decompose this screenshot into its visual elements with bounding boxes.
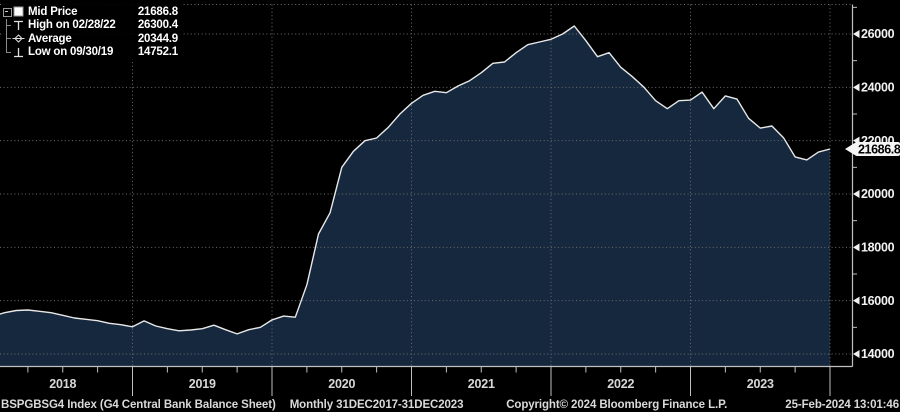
- chart-footer: BSPGBSG4 Index (G4 Central Bank Balance …: [0, 397, 900, 412]
- last-price-label: 21686.8: [858, 142, 900, 156]
- average-marker-icon: [12, 34, 25, 43]
- y-tick-arrow-icon: [853, 83, 860, 92]
- legend-value: 21686.8: [137, 5, 178, 18]
- footer-datetime: 25-Feb-2024 13:01:46: [785, 398, 899, 411]
- footer-copyright: Copyright© 2024 Bloomberg Finance L.P.: [506, 398, 728, 411]
- y-tick-arrow-icon: [853, 296, 860, 305]
- x-axis-year-label: 2019: [189, 377, 216, 391]
- legend-label: High on 02/28/22: [28, 19, 116, 32]
- y-tick-arrow-icon: [853, 30, 860, 38]
- y-tick-arrow-icon: [853, 350, 860, 358]
- legend-collapse-icon[interactable]: [3, 8, 12, 17]
- y-axis-label: 24000: [861, 81, 895, 95]
- mid-price-square-icon: [13, 6, 24, 17]
- footer-period: Monthly 31DEC2017-31DEC2023: [289, 398, 464, 411]
- x-axis: 2018 2019 2020 2021 2022 2023: [27, 366, 831, 396]
- x-axis-year-label: 2020: [328, 377, 355, 391]
- area-fill: [0, 26, 830, 367]
- legend-tree-branch: [2, 32, 12, 46]
- legend-label: Low on 09/30/19: [28, 46, 114, 59]
- y-tick-arrow-icon: [853, 243, 860, 252]
- legend-tree-branch-end: [2, 45, 12, 60]
- legend-tree-branch: [2, 18, 12, 33]
- legend-row-low[interactable]: Low on 09/30/19 14752.1: [2, 45, 178, 60]
- y-axis-label: 14000: [861, 347, 895, 361]
- legend-value: 26300.4: [137, 19, 178, 32]
- axes: [0, 4, 854, 368]
- legend: Mid Price 21686.8 High on 02/28/22 26300…: [1, 3, 182, 62]
- legend-label: Average: [28, 32, 72, 45]
- y-axis-label: 16000: [861, 294, 895, 308]
- gridlines: [0, 4, 853, 367]
- legend-row-average[interactable]: Average 20344.9: [2, 32, 178, 46]
- footer-instrument: BSPGBSG4 Index (G4 Central Bank Balance …: [1, 398, 276, 411]
- legend-value: 20344.9: [137, 32, 178, 45]
- y-tick-arrow-icon: [853, 190, 860, 198]
- x-axis-year-label: 2021: [468, 377, 495, 391]
- y-axis-label: 26000: [861, 27, 895, 41]
- price-line: [0, 25, 831, 335]
- legend-row-mid-price[interactable]: Mid Price 21686.8: [2, 5, 178, 19]
- low-marker-icon: [14, 47, 23, 57]
- legend-label: Mid Price: [28, 5, 78, 18]
- legend-value: 14752.1: [137, 46, 178, 59]
- y-axis-label: 18000: [861, 241, 895, 255]
- x-axis-year-label: 2022: [607, 377, 634, 391]
- legend-row-high[interactable]: High on 02/28/22 26300.4: [2, 18, 178, 33]
- legend-tree-root: [2, 5, 12, 19]
- x-axis-year-label: 2018: [49, 377, 76, 391]
- high-marker-icon: [14, 20, 23, 30]
- x-axis-year-label: 2023: [747, 377, 774, 391]
- y-axis-label: 20000: [861, 187, 895, 201]
- last-price-badge: 21686.8: [845, 142, 900, 156]
